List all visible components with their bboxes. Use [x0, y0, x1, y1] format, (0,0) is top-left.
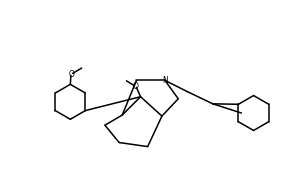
Text: O: O [133, 82, 138, 91]
Text: N: N [162, 76, 168, 85]
Text: O: O [68, 70, 74, 79]
